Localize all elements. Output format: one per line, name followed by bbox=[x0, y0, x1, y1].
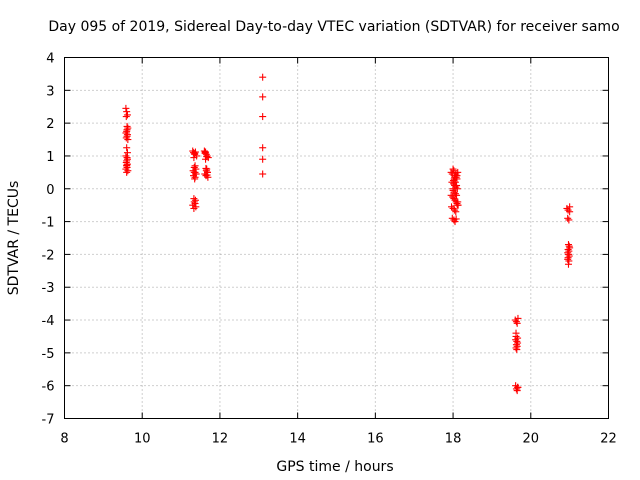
data-point bbox=[448, 203, 456, 211]
y-tick-label: 1 bbox=[46, 150, 54, 165]
data-point bbox=[259, 93, 267, 101]
y-tick-label: 2 bbox=[46, 117, 54, 132]
data-point bbox=[564, 206, 572, 214]
data-point bbox=[452, 208, 460, 216]
data-point bbox=[259, 155, 267, 163]
data-point bbox=[123, 132, 131, 140]
grid bbox=[64, 57, 609, 419]
x-tick-label: 8 bbox=[60, 432, 68, 447]
data-point bbox=[123, 111, 131, 119]
data-point bbox=[512, 318, 520, 326]
data-point bbox=[564, 260, 572, 268]
data-point bbox=[513, 319, 521, 327]
data-point bbox=[123, 168, 131, 176]
data-point bbox=[189, 201, 197, 209]
x-tick-label: 12 bbox=[212, 432, 229, 447]
data-point bbox=[447, 191, 455, 199]
data-point bbox=[202, 148, 210, 156]
data-point bbox=[123, 155, 131, 163]
y-tick-label: -6 bbox=[42, 380, 55, 395]
data-point bbox=[564, 214, 572, 222]
data-point bbox=[564, 255, 572, 263]
data-point bbox=[191, 162, 199, 170]
data-point bbox=[566, 244, 574, 252]
axis-ticks bbox=[64, 57, 609, 419]
y-tick-label: 4 bbox=[46, 52, 54, 67]
y-tick-label: -1 bbox=[42, 216, 55, 231]
data-point bbox=[190, 163, 198, 171]
data-point bbox=[124, 167, 132, 175]
y-tick-label: -2 bbox=[42, 248, 55, 263]
data-point bbox=[124, 136, 132, 144]
y-tick-label: -5 bbox=[42, 347, 55, 362]
data-point bbox=[452, 215, 460, 223]
x-tick-label: 20 bbox=[523, 432, 540, 447]
y-axis-label: SDTVAR / TECUs bbox=[6, 181, 22, 296]
y-tick-label: 0 bbox=[46, 183, 54, 198]
data-point bbox=[452, 170, 460, 178]
data-point bbox=[259, 73, 267, 81]
y-tick-label: -3 bbox=[42, 281, 55, 296]
data-point bbox=[122, 104, 130, 112]
data-point bbox=[512, 329, 520, 337]
data-point bbox=[512, 344, 520, 352]
data-point bbox=[122, 129, 130, 137]
data-point bbox=[203, 168, 211, 176]
data-point bbox=[123, 161, 131, 169]
data-point bbox=[191, 148, 199, 156]
data-point bbox=[191, 149, 199, 157]
data-point bbox=[453, 172, 461, 180]
x-tick-label: 18 bbox=[445, 432, 462, 447]
y-tick-label: 3 bbox=[46, 84, 54, 99]
data-point bbox=[451, 178, 459, 186]
y-tick-label: -4 bbox=[42, 314, 55, 329]
data-point bbox=[191, 170, 199, 178]
y-tick-label: -7 bbox=[42, 413, 55, 428]
data-point bbox=[190, 198, 198, 206]
x-axis-label: GPS time / hours bbox=[276, 459, 393, 475]
chart-title: Day 095 of 2019, Sidereal Day-to-day VTE… bbox=[48, 19, 619, 35]
data-point bbox=[203, 153, 211, 161]
data-point bbox=[259, 113, 267, 121]
data-point bbox=[451, 206, 459, 214]
x-tick-labels: 8 10 12 14 16 18 20 22 bbox=[60, 432, 616, 447]
x-tick-label: 14 bbox=[289, 432, 306, 447]
x-tick-label: 16 bbox=[367, 432, 384, 447]
data-point bbox=[566, 203, 574, 211]
data-point bbox=[190, 154, 198, 162]
data-point bbox=[122, 113, 130, 121]
data-point bbox=[453, 181, 461, 189]
data-point bbox=[202, 164, 210, 172]
data-point bbox=[259, 170, 267, 178]
data-point bbox=[123, 144, 131, 152]
data-points bbox=[122, 73, 574, 395]
y-tick-labels: -7 -6 -5 -4 -3 -2 -1 0 1 2 3 4 bbox=[42, 52, 55, 428]
data-point bbox=[449, 185, 457, 193]
plot-frame bbox=[64, 57, 609, 419]
x-tick-label: 22 bbox=[600, 432, 617, 447]
data-point bbox=[454, 198, 462, 206]
data-point bbox=[514, 383, 522, 391]
data-point bbox=[191, 175, 199, 183]
data-point bbox=[449, 165, 457, 173]
data-point bbox=[190, 204, 198, 212]
data-point bbox=[123, 122, 131, 130]
data-point bbox=[514, 314, 522, 322]
data-point bbox=[513, 385, 521, 393]
data-point bbox=[565, 216, 573, 224]
data-point bbox=[122, 152, 130, 160]
data-point bbox=[124, 124, 132, 132]
data-point bbox=[259, 144, 267, 152]
x-tick-label: 10 bbox=[134, 432, 151, 447]
data-point bbox=[513, 346, 521, 354]
